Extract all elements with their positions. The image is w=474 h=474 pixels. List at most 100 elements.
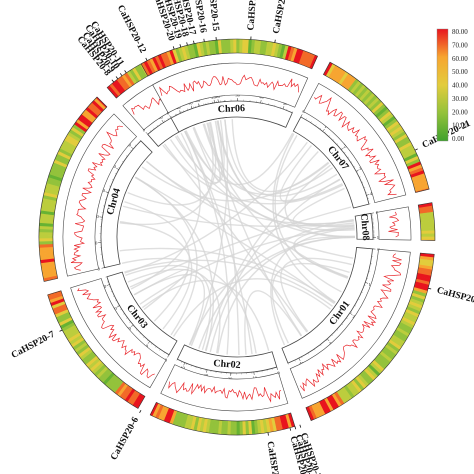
- density-line: [77, 288, 155, 379]
- heatmap-cell: [175, 411, 183, 427]
- heatmap-cell: [345, 383, 357, 397]
- gene-marker: [145, 57, 148, 61]
- gene-marker: [119, 73, 123, 77]
- heatmap-cell: [137, 64, 148, 78]
- chromosome-band: [176, 344, 278, 374]
- heatmap-cell: [386, 120, 400, 132]
- legend-label: 30.00: [452, 95, 468, 103]
- minor-tick: [175, 113, 177, 116]
- heatmap-cell: [343, 75, 354, 89]
- synteny-link: [244, 290, 302, 355]
- heatmap-cell: [39, 231, 54, 236]
- heatmap-cell: [199, 42, 206, 57]
- heatmap-cell: [412, 289, 427, 298]
- heatmap-cell: [93, 97, 107, 110]
- chromosome-band: [170, 100, 293, 133]
- heatmap-cell: [121, 74, 133, 88]
- heatmap-segment-chr04: [38, 96, 108, 282]
- heatmap-cell: [55, 153, 71, 163]
- heatmap-cell: [378, 111, 392, 123]
- heatmap-cell: [371, 101, 384, 114]
- heatmap-cell: [380, 113, 394, 125]
- heatmap-cell: [352, 82, 364, 96]
- minor-tick: [156, 125, 158, 127]
- heatmap-cell: [196, 417, 203, 432]
- heatmap-cell: [208, 40, 214, 55]
- axis-tick: [183, 362, 186, 366]
- synteny-link: [272, 133, 336, 303]
- heatmap-cell: [398, 141, 413, 152]
- heatmap-cell: [93, 364, 107, 377]
- heatmap-cell: [163, 407, 172, 423]
- heatmap-cell: [119, 385, 131, 399]
- gene-marker: [274, 39, 276, 43]
- minor-tick: [110, 290, 113, 292]
- minor-tick: [160, 122, 162, 125]
- heatmap-cell: [38, 234, 54, 239]
- heatmap-cell: [357, 374, 369, 387]
- heatmap-cell: [117, 383, 129, 397]
- heatmap-cell: [157, 405, 167, 420]
- heatmap-cell: [79, 348, 93, 360]
- minor-tick: [294, 360, 296, 362]
- heatmap-cell: [363, 368, 376, 381]
- minor-tick: [115, 300, 117, 302]
- heatmap-cell: [43, 275, 58, 282]
- heatmap-cell: [166, 50, 175, 66]
- heatmap-cell: [83, 353, 97, 365]
- synteny-link: [184, 130, 294, 186]
- heatmap-cell: [350, 379, 362, 393]
- heatmap-cell: [44, 185, 60, 193]
- axis-tick: [366, 194, 370, 196]
- heatmap-cell: [149, 402, 159, 417]
- heatmap-cell: [193, 43, 200, 58]
- heatmap-border: [322, 61, 430, 193]
- heatmap-cell: [365, 366, 378, 379]
- heatmap-cell: [52, 162, 67, 171]
- heatmap-cell: [405, 308, 420, 318]
- heatmap-cell: [350, 80, 362, 94]
- heatmap-cell: [172, 410, 180, 426]
- heatmap-cell: [418, 205, 434, 212]
- heatmap-cell: [358, 88, 371, 102]
- heatmap-cell: [305, 406, 315, 421]
- gene-marker: [111, 79, 115, 83]
- synteny-link: [214, 120, 240, 355]
- heatmap-cell: [141, 62, 151, 77]
- heatmap-cell: [418, 261, 434, 267]
- heatmap-cell: [388, 339, 402, 350]
- heatmap-cell: [333, 68, 344, 82]
- minor-tick: [359, 176, 361, 178]
- heatmap-cell: [230, 39, 234, 54]
- heatmap-cell: [178, 46, 186, 62]
- tick-label: 40: [102, 284, 107, 289]
- heatmap-cell: [420, 227, 435, 232]
- heatmap-cell: [57, 314, 72, 324]
- minor-tick: [164, 120, 166, 122]
- axis-tick: [130, 324, 134, 327]
- legend-label: 10.00: [452, 122, 468, 130]
- minor-tick: [287, 363, 289, 365]
- heatmap-cell: [81, 351, 95, 363]
- minor-tick: [181, 361, 183, 363]
- heatmap-cell: [132, 67, 143, 81]
- synteny-link: [203, 123, 343, 202]
- heatmap-cell: [338, 71, 349, 86]
- heatmap-cell: [287, 412, 295, 428]
- minor-tick: [364, 285, 366, 286]
- synteny-link: [124, 201, 190, 322]
- heatmap-cell: [211, 419, 217, 434]
- minor-tick: [139, 332, 141, 335]
- heatmap-cell: [384, 344, 398, 356]
- legend-color-bar: [436, 28, 449, 142]
- heatmap-cell: [52, 303, 67, 312]
- synteny-link: [146, 160, 354, 259]
- minor-tick: [324, 131, 326, 133]
- heatmap-cell: [367, 97, 380, 110]
- heatmap-cell: [65, 329, 80, 340]
- heatmap-cell: [42, 272, 58, 279]
- minor-tick: [168, 354, 170, 357]
- density-track-frame: [289, 249, 411, 399]
- minor-tick: [344, 152, 346, 154]
- chromosome-band: [106, 271, 178, 356]
